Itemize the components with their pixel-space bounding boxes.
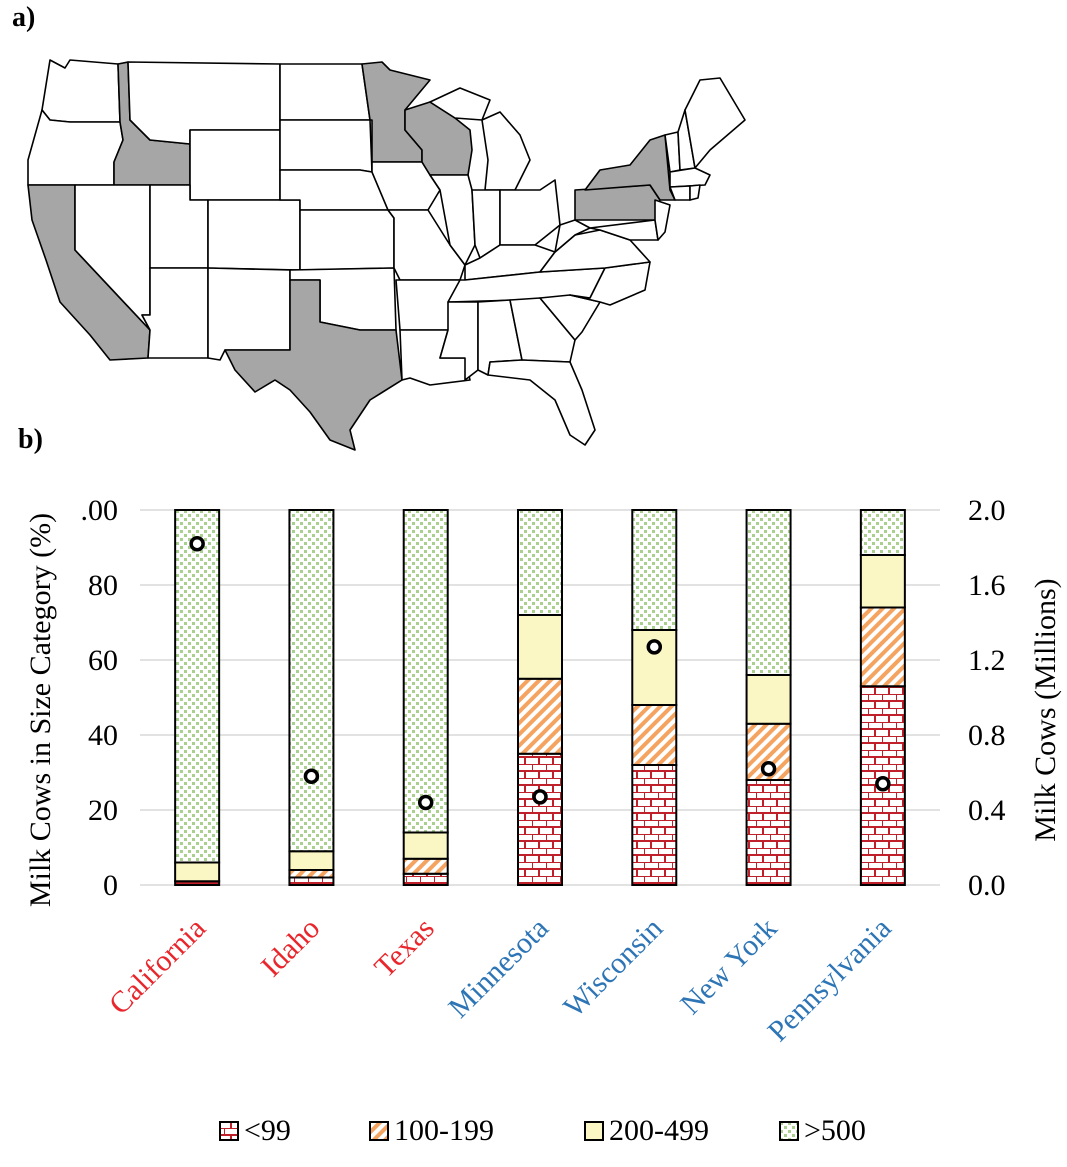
map-state-kansas [299,209,395,271]
bar-segment [288,869,335,879]
us-map [10,40,770,460]
map-state-georgia [509,297,576,363]
markers-group [189,536,891,811]
legend: <99 100-199 200-499 >500 [219,1114,866,1147]
map-state-massachusetts [669,167,711,188]
x-tick-label: Wisconsin [557,912,669,1024]
map-state-michigan-upper [429,87,491,121]
y-axis-title: Milk Cows in Size Category (%) [24,513,57,907]
bar-segment [517,509,563,616]
legend-label: >500 [804,1114,866,1147]
x-axis-labels: California Idaho Texas Minnesota Wisconsin Ne… [103,912,898,1048]
bar-segment [517,614,563,680]
bar-segment [859,509,906,556]
bar-segment [402,831,449,860]
x-tick-label: Texas [368,912,441,985]
map-state-washington [41,59,121,123]
y2-axis-ticks: 2.0 1.6 1.2 0.8 0.4 0.0 [968,494,1006,902]
map-state-new-york [584,134,676,201]
map-state-maine [684,77,746,169]
y2-tick-label: 1.6 [968,569,1006,602]
bar-segment [631,509,678,631]
map-state-texas [224,279,403,451]
y2-tick-label: 0.4 [968,794,1006,827]
bar-segment [288,850,335,871]
x-tick-label: Pennsylvania [761,912,897,1048]
bar-segment [402,872,449,886]
bar-segment [745,779,792,886]
map-state-south-carolina [539,294,601,341]
bar-segment [631,764,678,886]
milk-cows-marker [532,789,548,805]
map-state-illinois [429,174,476,266]
us-map-svg [27,59,746,451]
y-tick-label: 0 [103,869,118,902]
legend-swatch [219,1121,239,1141]
milk-cows-marker [760,761,777,777]
bar-segment [402,857,449,875]
map-state-virginia [539,229,651,273]
chart-area: .00 80 60 40 20 0 2.0 1.6 1.2 0.8 0.4 0.0 Californ… [0,470,1067,1162]
map-state-new-jersey [654,199,671,241]
map-state-florida [487,359,596,446]
y-tick-label: 20 [88,794,118,827]
legend-label: <99 [244,1114,291,1147]
bar-segment [517,677,563,755]
y-tick-label: 40 [88,719,118,752]
x-tick-label: California [103,912,212,1021]
bar-segment [517,752,563,886]
legend-swatch [369,1121,389,1141]
legend-swatch [584,1121,604,1141]
bar-segment [174,509,221,864]
map-state-north-dakota [279,63,371,121]
panel-label-a: a) [12,2,36,33]
y2-tick-label: 0.0 [968,869,1006,902]
legend-swatch [779,1121,799,1141]
map-state-oregon [27,109,124,186]
bar-segment [859,554,906,609]
stacked-bar-chart: .00 80 60 40 20 0 2.0 1.6 1.2 0.8 0.4 0.0 Californ… [24,494,1062,1147]
milk-cows-marker [303,768,320,784]
y2-tick-label: 1.2 [968,644,1006,677]
x-tick-label: New York [674,912,783,1021]
map-state-colorado [207,199,301,271]
milk-cows-marker [417,794,434,811]
bar-segment [402,509,449,834]
x-tick-label: Idaho [255,912,327,984]
map-state-ohio [499,179,561,246]
map-state-new-mexico [207,267,291,361]
milk-cows-marker [189,536,205,552]
bar-segment [859,606,906,688]
x-tick-label: Minnesota [442,912,555,1025]
legend-label: 100-199 [394,1114,494,1147]
bar-segment [288,509,335,853]
y-axis-ticks: .00 80 60 40 20 0 [81,494,119,902]
legend-label: 200-499 [609,1114,709,1147]
map-state-maryland [589,219,659,241]
panel-label-b: b) [18,424,43,455]
y2-axis-title: Milk Cows (Millions) [1029,578,1062,841]
milk-cows-marker [875,776,891,792]
bar-segment [745,509,792,676]
map-state-wyoming [189,129,281,201]
y2-tick-label: 0.8 [968,719,1006,752]
y-tick-label: 80 [88,569,118,602]
map-state-michigan [481,111,531,191]
bars-group [174,509,906,886]
bar-segment [288,876,335,886]
y-tick-label: 60 [88,644,118,677]
map-state-west-virginia [554,219,591,253]
map-state-south-dakota [279,119,373,173]
bar-segment [745,674,792,725]
y-tick-label: .00 [81,494,119,527]
bar-segment [631,704,678,766]
bar-segment [174,861,221,883]
milk-cows-marker [646,639,663,655]
map-state-rhode-island [689,184,701,201]
map-state-arizona [141,267,209,359]
y2-tick-label: 2.0 [968,494,1006,527]
